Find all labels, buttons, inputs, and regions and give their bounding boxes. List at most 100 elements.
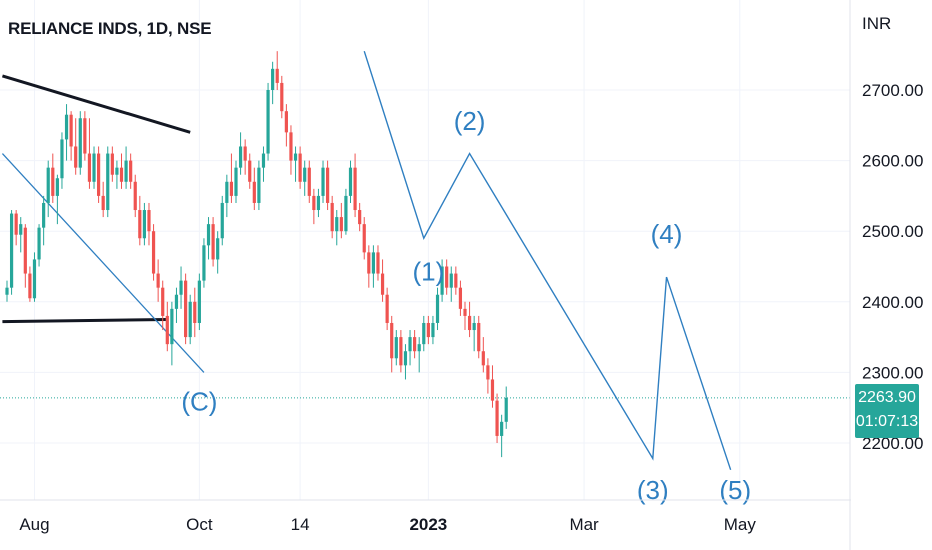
candle-body — [481, 351, 485, 366]
candle-body — [380, 273, 385, 295]
candle-body — [431, 322, 435, 338]
candle-body — [348, 167, 353, 196]
candle-body — [5, 287, 9, 295]
time-tick-label: 14 — [291, 515, 310, 534]
candle-body — [449, 273, 453, 288]
candle-body — [440, 266, 444, 295]
price-tick-label: 2300.00 — [862, 363, 923, 382]
candle-body — [64, 114, 69, 140]
symbol-title[interactable]: RELIANCE INDS, 1D, NSE — [8, 19, 212, 38]
candle-body — [147, 210, 151, 232]
candle-body — [14, 213, 18, 235]
time-tick-label: Oct — [186, 515, 213, 534]
candle-body — [362, 224, 366, 253]
candle-body — [170, 308, 174, 345]
candle-body — [243, 146, 247, 161]
price-tick-label: 2700.00 — [862, 81, 923, 100]
last-price-badge: 2263.90 01:07:13 — [855, 384, 919, 438]
candle-body — [339, 217, 343, 232]
candle-body — [504, 397, 508, 422]
candle-body — [271, 68, 275, 90]
candle-body — [184, 280, 188, 338]
candle-body — [211, 224, 215, 260]
candle-body — [275, 68, 279, 83]
price-axis[interactable]: 2200.00 2300.00 2400.00 2500.00 2600.00 2700.… — [851, 0, 932, 550]
candle-body — [119, 167, 124, 182]
last-price-value: 2263.90 — [858, 389, 916, 406]
candle-body — [19, 224, 23, 235]
candle-body — [101, 195, 105, 211]
candle-body — [97, 153, 101, 196]
candle-body — [32, 259, 37, 299]
candle-body — [312, 195, 316, 211]
time-tick-label: Mar — [569, 515, 599, 534]
candle-body — [193, 301, 197, 323]
candle-body — [500, 421, 504, 436]
price-tick-label: 2400.00 — [862, 293, 923, 312]
candle-body — [115, 167, 119, 175]
time-axis[interactable]: Aug Oct 14 2023 Mar May — [19, 515, 756, 534]
time-tick-label: May — [724, 515, 757, 534]
bar-countdown: 01:07:13 — [855, 413, 919, 430]
candle-body — [417, 344, 421, 352]
time-tick-label: Aug — [19, 515, 49, 534]
candle-body — [248, 160, 252, 182]
candle-body — [202, 245, 206, 281]
candle-body — [206, 224, 211, 246]
price-axis-bg — [851, 0, 932, 550]
candle-body — [238, 146, 243, 168]
candle-body — [376, 252, 380, 274]
candle-body — [298, 153, 302, 182]
wave-label: (2) — [454, 106, 486, 136]
wave-label: (C) — [181, 387, 217, 417]
trendline — [2, 317, 168, 324]
candle-body — [216, 238, 220, 260]
candle-body — [124, 160, 128, 182]
candle-body — [197, 280, 201, 323]
candle-body — [426, 322, 430, 338]
candle-body — [495, 400, 499, 436]
candle-body — [220, 202, 224, 239]
candle-body — [280, 82, 284, 112]
candle-body — [413, 337, 417, 352]
price-tick-label: 2500.00 — [862, 222, 923, 241]
candle-body — [9, 213, 14, 288]
candle-body — [353, 167, 357, 211]
candle-body — [60, 139, 64, 179]
candle-body — [403, 351, 408, 366]
candle-body — [229, 181, 234, 196]
candle-body — [472, 322, 476, 331]
candle-body — [156, 273, 160, 288]
candle-body — [454, 273, 458, 288]
candle-body — [55, 178, 59, 196]
candle-body — [92, 153, 96, 182]
candle-body — [138, 210, 142, 239]
candle-body — [289, 132, 293, 161]
candle-body — [69, 114, 73, 147]
candle-body — [129, 160, 133, 182]
candlestick-series — [5, 51, 508, 458]
candle-body — [23, 227, 27, 274]
chart-grid — [0, 0, 850, 500]
candle-body — [284, 111, 288, 133]
candle-body — [367, 252, 371, 274]
candle-body — [28, 273, 32, 299]
wave-path — [363, 50, 732, 471]
candle-body — [266, 90, 270, 154]
candle-body — [78, 118, 82, 168]
candle-body — [83, 118, 87, 154]
candle-body — [463, 308, 467, 316]
candle-body — [371, 252, 375, 274]
candle-body — [133, 181, 137, 211]
candle-body — [477, 322, 481, 352]
candle-body — [307, 167, 311, 196]
candle-body — [179, 280, 183, 295]
candle-body — [225, 181, 229, 203]
candle-body — [390, 322, 394, 359]
candle-body — [261, 153, 266, 168]
candle-body — [326, 167, 330, 203]
candle-body — [486, 365, 490, 380]
candle-body — [165, 315, 169, 345]
